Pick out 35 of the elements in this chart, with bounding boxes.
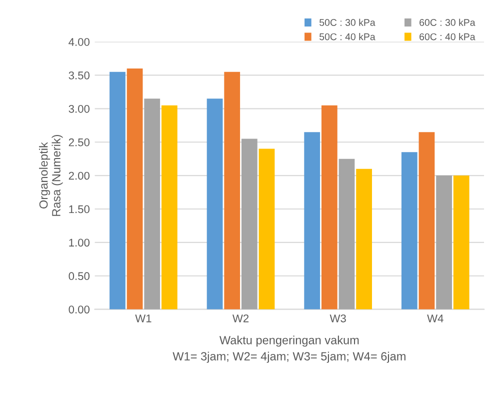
legend-label: 60C : 40 kPa [420,33,476,40]
bar [436,176,452,310]
y-tick-label: 1.50 [69,205,90,214]
y-tick-label: 0.00 [68,306,90,314]
bar [110,72,126,310]
legend-label: 50C : 30 kPa [320,18,376,26]
y-tick-label: 3.50 [68,72,90,80]
x-tick-label: W1 [135,314,152,322]
y-tick-label: 1.00 [69,238,90,247]
bar [418,132,435,310]
bar [161,105,178,310]
bar [224,72,240,310]
bar [144,98,160,310]
x-tick-label: W3 [330,314,346,322]
bar [321,105,338,310]
bar [304,132,320,310]
bar [401,152,418,310]
y-tick-label: 2.50 [68,138,90,146]
bar [338,158,355,310]
y-tick-label: 3.00 [68,104,90,113]
bar [241,138,258,310]
y-axis-title: Organoleptik Rasa (Numerik) [39,134,63,216]
y-tick-label: 4.00 [68,38,90,46]
legend-label: 60C : 30 kPa [420,18,476,26]
bar [206,98,223,310]
bar [126,68,143,310]
legend-label: 50C : 40 kPa [320,33,376,40]
y-tick-label: 2.00 [68,172,90,180]
bar [356,168,372,310]
bar [258,148,275,310]
x-axis-title: Waktu pengeringan vakum W1= 3jam; W2= 4jam; W3= 5jam; W4= 6jam [172,336,406,363]
bar [453,176,470,310]
x-tick-label: W2 [232,314,249,322]
x-tick-label: W4 [427,314,444,322]
y-tick-label: 0.50 [68,272,90,280]
